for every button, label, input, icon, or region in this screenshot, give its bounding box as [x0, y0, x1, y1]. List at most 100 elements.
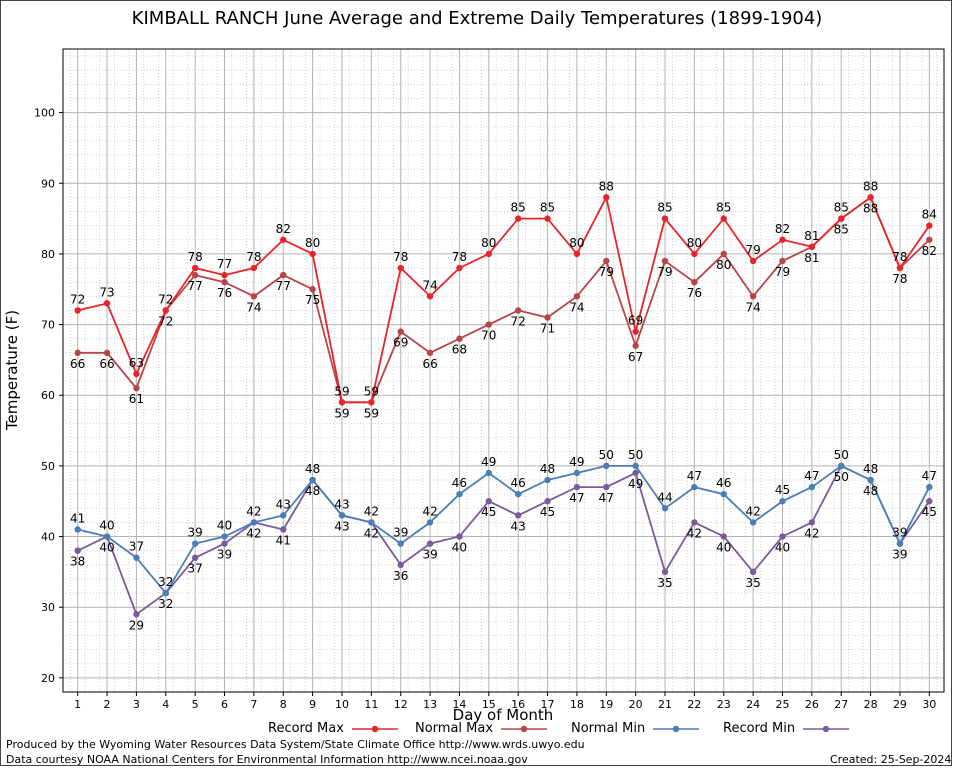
record-max-data-label: 59	[334, 384, 349, 398]
normal-max-point	[456, 335, 463, 342]
normal-min-point	[103, 533, 111, 540]
normal-max-data-label: 75	[305, 293, 320, 307]
x-tick-label: 25	[775, 698, 789, 711]
normal-max-point	[691, 278, 698, 286]
x-tick-label: 7	[250, 698, 257, 711]
normal-min-point	[368, 519, 375, 526]
normal-min-data-label: 41	[70, 511, 85, 525]
x-tick-label: 22	[687, 698, 701, 711]
record-max-point	[338, 399, 346, 406]
record-min-data-label: 41	[276, 533, 291, 547]
record-max-point	[691, 250, 698, 258]
normal-max-line	[77, 196, 930, 404]
record-min-point	[456, 533, 463, 540]
normal-min-data-label: 48	[540, 462, 555, 476]
normal-min-point	[838, 462, 845, 470]
normal-max-point	[779, 257, 786, 265]
x-tick-label: 28	[864, 698, 878, 711]
normal-max-data-label: 79	[599, 265, 614, 279]
y-tick-label: 80	[41, 248, 55, 261]
record-min-data-label: 43	[334, 519, 349, 533]
x-tick-label: 16	[511, 698, 525, 711]
record-min-data-label: 48	[305, 484, 320, 498]
record-max-point	[544, 215, 551, 222]
x-tick-label: 8	[280, 698, 287, 711]
normal-max-point	[133, 384, 140, 392]
normal-min-data-label: 50	[599, 448, 614, 462]
normal-max-data-label: 80	[716, 258, 731, 272]
x-tick-label: 9	[309, 698, 316, 711]
x-tick-label: 4	[162, 698, 169, 711]
normal-max-data-label: 79	[657, 265, 672, 279]
record-max-point	[720, 215, 727, 222]
record-max-data-label: 80	[569, 236, 584, 250]
normal-max-data-label: 79	[775, 265, 790, 279]
normal-min-point	[573, 469, 581, 477]
footer-created: Created: 25-Sep-2024	[830, 753, 952, 766]
normal-min-data-label: 39	[188, 526, 203, 540]
normal-min-point	[485, 469, 493, 477]
record-max-point	[309, 250, 316, 258]
normal-max-point	[749, 293, 757, 300]
normal-min-data-label: 48	[305, 462, 320, 476]
normal-min-point	[74, 526, 81, 533]
normal-max-data-label: 78	[892, 272, 907, 286]
normal-min-point	[456, 490, 463, 498]
x-tick-label: 2	[104, 698, 111, 711]
record-min-point	[691, 519, 698, 526]
normal-max-point	[544, 314, 551, 321]
record-max-data-label: 74	[422, 278, 437, 292]
record-min-point	[280, 526, 287, 533]
record-min-data-label: 42	[364, 526, 379, 540]
normal-min-data-label: 47	[922, 469, 937, 483]
record-min-data-label: 42	[246, 526, 261, 540]
normal-max-data-label: 68	[452, 343, 467, 357]
record-max-point	[603, 194, 610, 201]
record-max-data-label: 80	[305, 236, 320, 250]
legend-normal-max-label: Normal Max	[415, 721, 494, 736]
record-max-point	[926, 222, 933, 229]
record-max-data-label: 82	[276, 222, 291, 236]
normal-min-point	[397, 540, 404, 547]
record-max-line	[77, 194, 931, 404]
record-max-point	[280, 236, 287, 243]
normal-min-point	[926, 483, 933, 491]
normal-min-data-label: 46	[452, 476, 467, 490]
normal-min-data-label: 45	[775, 483, 790, 497]
legend-normal-min-label: Normal Min	[571, 721, 646, 736]
record-min-point	[544, 498, 551, 505]
normal-max-data-label: 66	[99, 357, 114, 371]
record-max-data-label: 85	[834, 201, 849, 215]
legend-record-max-label: Record Max	[268, 721, 344, 736]
record-max-point	[867, 194, 874, 201]
record-max-data-label: 72	[158, 292, 173, 306]
record-min-line	[77, 464, 931, 616]
record-max-point	[896, 264, 904, 272]
normal-min-data-label: 46	[716, 476, 731, 490]
normal-max-data-label: 74	[745, 300, 760, 314]
normal-min-data-label: 43	[334, 497, 349, 511]
record-max-data-label: 85	[657, 201, 672, 215]
legend-normal-min-swatch	[653, 725, 700, 732]
record-max-data-label: 79	[745, 243, 760, 257]
record-max-data-label: 84	[922, 208, 937, 222]
record-max-point	[368, 399, 375, 406]
normal-min-point	[250, 519, 258, 526]
record-min-point	[661, 568, 669, 576]
normal-min-data-label: 49	[481, 455, 496, 469]
x-tick-label: 21	[658, 698, 672, 711]
normal-max-point	[221, 278, 228, 286]
legend-record-max-swatch	[351, 725, 398, 732]
record-max-data-label: 81	[804, 229, 819, 243]
record-min-data-label: 48	[863, 484, 878, 498]
record-max-point	[838, 215, 845, 222]
normal-min-data-label: 42	[364, 504, 379, 518]
normal-min-data-label: 37	[129, 540, 144, 554]
record-min-data-label: 40	[452, 541, 467, 555]
normal-min-point	[338, 512, 346, 519]
record-min-data-label: 45	[540, 505, 555, 519]
normal-min-point	[808, 483, 816, 491]
y-tick-label: 90	[41, 177, 55, 190]
record-max-point	[573, 250, 581, 258]
record-min-point	[926, 498, 933, 505]
